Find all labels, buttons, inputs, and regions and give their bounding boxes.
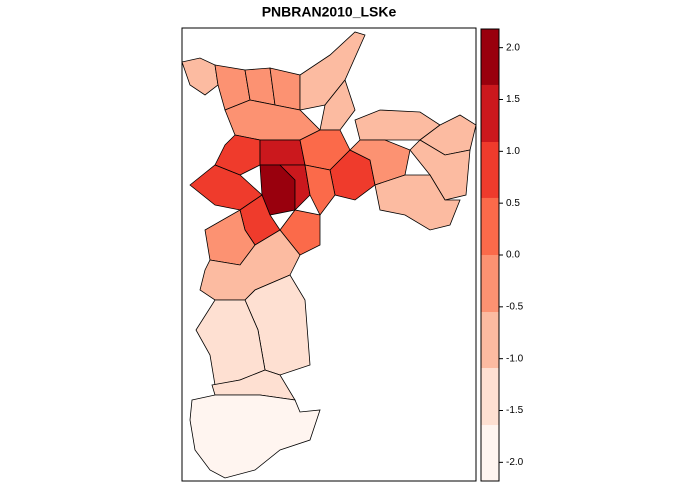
chart-title: PNBRAN2010_LSKe bbox=[262, 4, 397, 20]
legend-tick-label: 0.0 bbox=[506, 250, 520, 261]
legend-band bbox=[481, 142, 499, 198]
district bbox=[181, 57, 219, 96]
district bbox=[189, 394, 321, 479]
district bbox=[269, 67, 301, 111]
district bbox=[304, 164, 336, 216]
legend-band bbox=[481, 312, 499, 368]
legend-band bbox=[481, 84, 499, 142]
district bbox=[319, 79, 356, 131]
district bbox=[299, 31, 366, 111]
legend-tick-label: 2.0 bbox=[506, 42, 520, 53]
district bbox=[279, 164, 311, 211]
legend-tick-label: -1.5 bbox=[506, 405, 524, 416]
legend-tick-label: 1.0 bbox=[506, 146, 520, 157]
legend-band bbox=[481, 255, 499, 313]
district bbox=[374, 174, 461, 231]
map-frame bbox=[181, 27, 477, 482]
legend-tick-label: -0.5 bbox=[506, 301, 524, 312]
legend-band bbox=[481, 197, 499, 255]
legend-band bbox=[481, 425, 499, 481]
legend-tick-label: 1.5 bbox=[506, 94, 520, 105]
legend-band bbox=[481, 29, 499, 85]
legend-tick-label: 0.5 bbox=[506, 198, 520, 209]
legend-tick-label: -1.0 bbox=[506, 353, 524, 364]
legend-tick-label: -2.0 bbox=[506, 457, 524, 468]
legend-band bbox=[481, 368, 499, 426]
district bbox=[259, 139, 306, 166]
